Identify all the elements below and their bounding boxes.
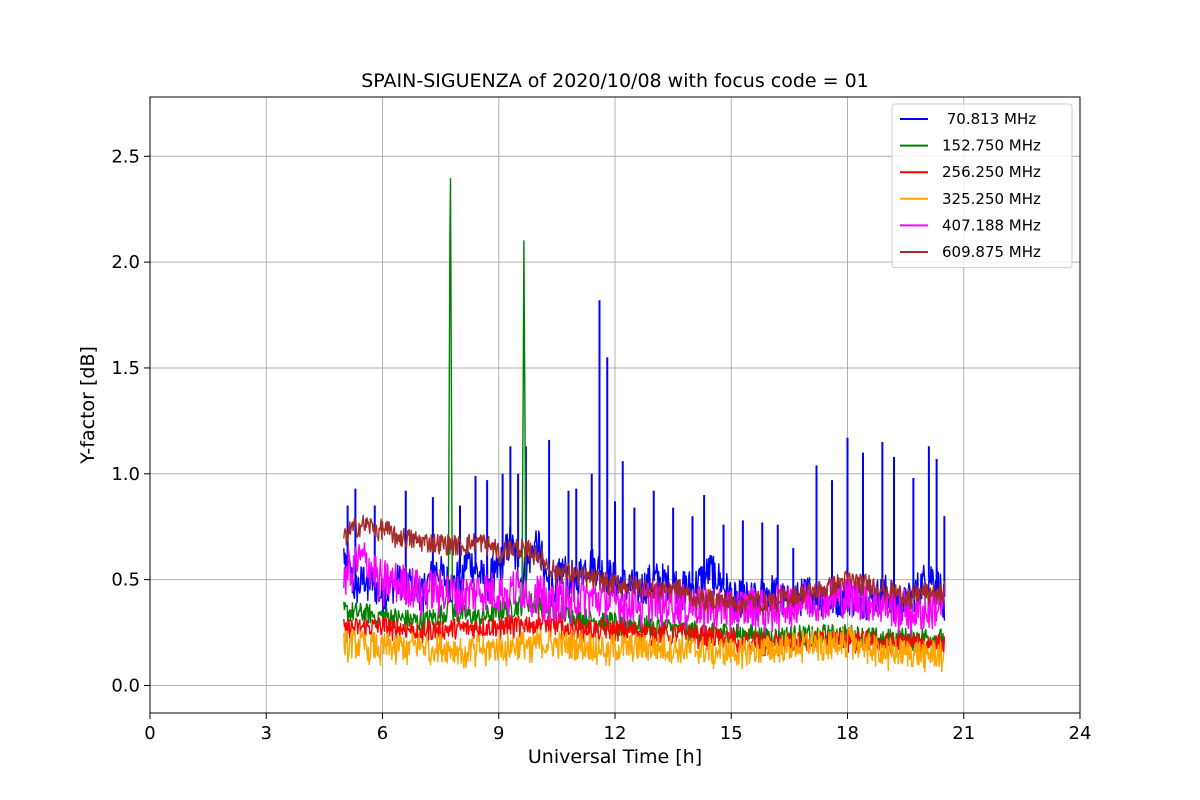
x-tick-label: 12 [604,723,627,744]
legend-label: 407.188 MHz [942,216,1041,234]
legend: 70.813 MHz 152.750 MHz 256.250 MHz 325.250 … [891,103,1073,269]
y-tick-label: 1.5 [111,358,140,379]
y-axis-label: Y-factor [dB] [77,346,99,465]
y-tick-label: 2.5 [111,146,140,167]
legend-label: 325.250 MHz [942,190,1041,208]
y-axis: 0.0 0.5 1.0 1.5 2.0 2.5 [111,146,150,696]
series-609mhz [343,514,946,616]
series-line [343,526,946,623]
x-tick-label: 18 [836,723,859,744]
x-tick-label: 9 [493,723,504,744]
x-tick-label: 21 [952,723,975,744]
y-tick-label: 0.0 [111,675,140,696]
x-tick-label: 6 [377,723,388,744]
plot-lines [343,177,946,673]
legend-label: 70.813 MHz [942,110,1036,128]
series-line [343,625,945,673]
legend-label: 256.250 MHz [942,163,1041,181]
x-tick-label: 24 [1069,723,1092,744]
y-tick-label: 2.0 [111,252,140,273]
legend-label: 152.750 MHz [942,137,1041,155]
legend-box [891,103,1073,269]
x-tick-label: 15 [720,723,743,744]
series-line [343,514,946,616]
series-line [343,612,946,657]
x-axis-label: Universal Time [h] [528,746,702,768]
x-axis: 0 3 6 9 12 15 18 21 24 [144,713,1091,744]
chart-title: SPAIN-SIGUENZA of 2020/10/08 with focus … [361,70,869,92]
y-tick-label: 0.5 [111,570,140,591]
series-256mhz [343,612,946,657]
x-tick-label: 0 [144,723,155,744]
x-tick-label: 3 [261,723,272,744]
y-tick-label: 1.0 [111,464,140,485]
legend-label: 609.875 MHz [942,243,1041,261]
series-325mhz [343,625,945,673]
